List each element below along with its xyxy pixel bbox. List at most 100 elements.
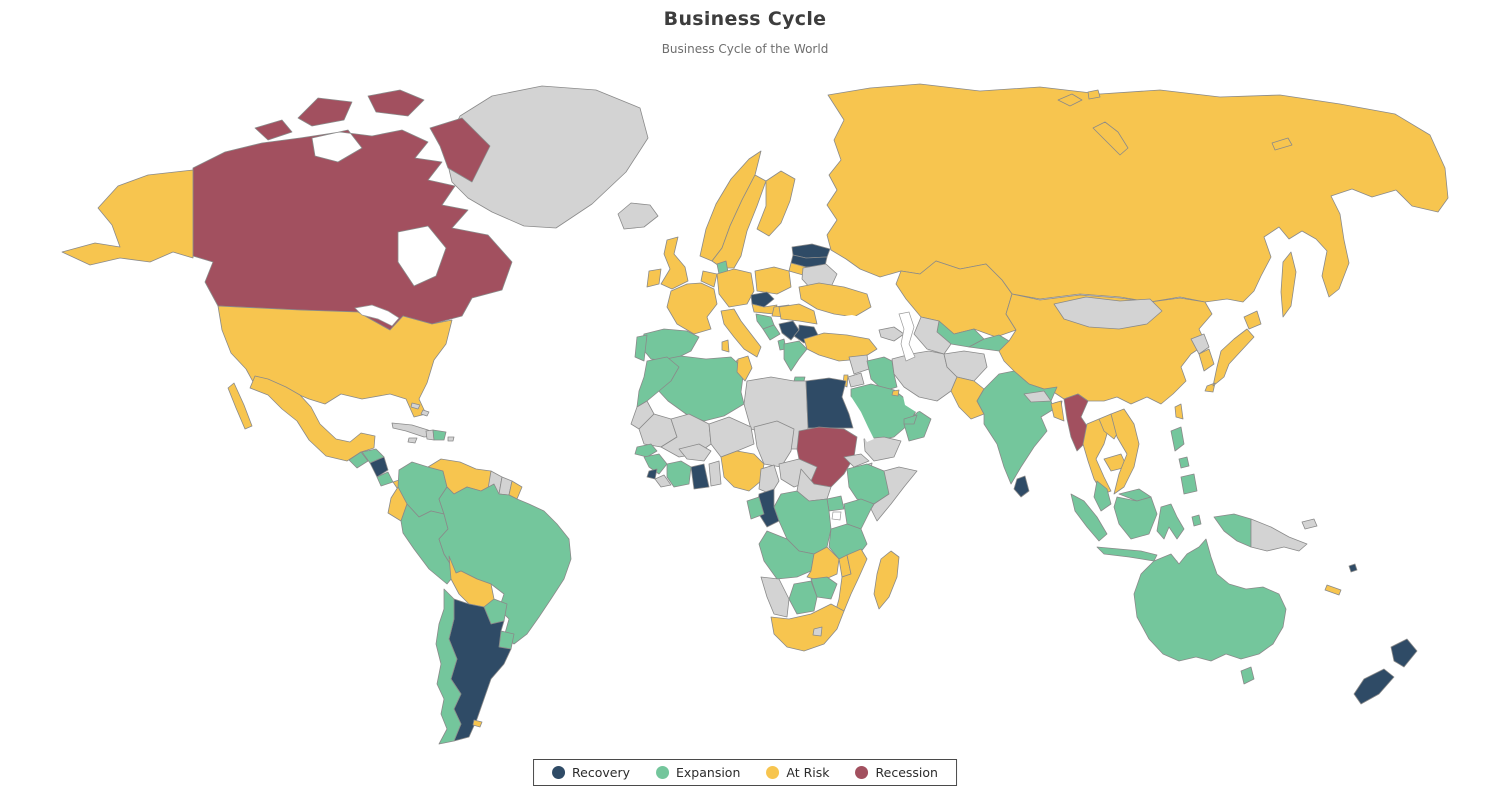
country-shape[interactable] — [498, 630, 515, 650]
country-shape[interactable] — [708, 460, 722, 487]
country-shape[interactable] — [783, 340, 808, 382]
legend-item-expansion[interactable]: Expansion — [656, 765, 740, 780]
country-shape[interactable] — [848, 354, 870, 375]
country-shape[interactable] — [369, 456, 389, 478]
country-shape[interactable] — [387, 486, 408, 522]
country-shape[interactable] — [1198, 348, 1215, 372]
country-shape[interactable] — [770, 603, 845, 652]
country-shape[interactable] — [646, 468, 658, 480]
country-shape[interactable] — [634, 334, 648, 362]
red-sea — [843, 390, 874, 442]
country-shape[interactable] — [847, 372, 865, 388]
country-shape[interactable] — [913, 316, 952, 355]
country-shape[interactable] — [61, 169, 194, 266]
legend-label: At Risk — [786, 765, 830, 780]
country-shape[interactable] — [826, 495, 845, 512]
country-shape[interactable] — [1057, 89, 1101, 107]
country-shape[interactable] — [435, 588, 462, 745]
great-lakes — [354, 304, 400, 327]
country-shape[interactable] — [1023, 390, 1052, 403]
country-shape[interactable] — [640, 328, 700, 362]
country-shape[interactable] — [903, 414, 918, 425]
country-shape[interactable] — [943, 350, 988, 382]
country-shape[interactable] — [1271, 137, 1293, 151]
country-shape[interactable] — [407, 437, 418, 444]
country-shape[interactable] — [998, 293, 1213, 405]
country-shape[interactable] — [1053, 296, 1163, 330]
country-shape[interactable] — [788, 580, 818, 615]
country-shape[interactable] — [1013, 475, 1030, 498]
country-shape[interactable] — [753, 420, 795, 468]
country-shape[interactable] — [806, 546, 840, 582]
legend-label: Recovery — [572, 765, 631, 780]
country-shape[interactable] — [666, 460, 692, 488]
country-shape[interactable] — [1174, 403, 1184, 420]
country-shape[interactable] — [758, 464, 780, 495]
country-shape[interactable] — [708, 416, 755, 458]
country-shape[interactable] — [634, 443, 658, 458]
country-shape[interactable] — [348, 451, 369, 469]
country-shape[interactable] — [873, 550, 900, 610]
country-shape[interactable] — [432, 429, 447, 441]
country-shape[interactable] — [870, 466, 918, 522]
country-shape[interactable] — [760, 576, 790, 618]
country-shape[interactable] — [617, 202, 659, 230]
country-shape[interactable] — [736, 355, 753, 382]
country-shape[interactable] — [1050, 400, 1065, 422]
country-shape[interactable] — [643, 453, 668, 475]
country-shape[interactable] — [750, 291, 775, 308]
legend-item-recovery[interactable]: Recovery — [552, 765, 630, 780]
country-shape[interactable] — [655, 355, 745, 422]
country-shape[interactable] — [798, 282, 872, 318]
country-shape[interactable] — [227, 375, 376, 462]
country-shape[interactable] — [878, 326, 905, 342]
legend-item-at-risk[interactable]: At Risk — [766, 765, 830, 780]
country-shape[interactable] — [711, 174, 767, 269]
country-shape[interactable] — [762, 324, 781, 341]
legend-item-recession[interactable]: Recession — [855, 765, 938, 780]
country-shape[interactable] — [660, 236, 689, 290]
country-shape[interactable] — [192, 89, 513, 331]
country-shape[interactable] — [1133, 538, 1287, 685]
country-shape[interactable] — [646, 268, 662, 288]
country-shape[interactable] — [1204, 310, 1262, 393]
country-shape[interactable] — [690, 463, 710, 490]
country-shape[interactable] — [1348, 563, 1358, 573]
country-shape[interactable] — [843, 453, 870, 468]
country-shape[interactable] — [410, 402, 430, 417]
country-shape[interactable] — [636, 356, 680, 408]
page-title: Business Cycle — [663, 8, 827, 30]
country-shape[interactable] — [812, 626, 823, 637]
country-shape[interactable] — [746, 496, 765, 520]
country-shape[interactable] — [1092, 121, 1129, 156]
country-shape[interactable] — [803, 332, 878, 362]
country-shape[interactable] — [447, 436, 455, 442]
country-shape[interactable] — [754, 266, 792, 295]
country-shape[interactable] — [720, 450, 765, 492]
country-shape[interactable] — [1324, 584, 1342, 596]
country-shape[interactable] — [1170, 426, 1198, 495]
country-shape[interactable] — [700, 270, 718, 288]
lake-victoria — [831, 511, 842, 521]
country-shape[interactable] — [716, 268, 755, 308]
country-shape[interactable] — [1250, 518, 1318, 552]
country-shape[interactable] — [1110, 408, 1140, 495]
country-shape[interactable] — [891, 389, 900, 397]
country-shape[interactable] — [443, 85, 649, 229]
country-shape[interactable] — [863, 436, 902, 462]
legend-label: Expansion — [676, 765, 741, 780]
country-shape[interactable] — [472, 719, 483, 728]
country-shape[interactable] — [654, 474, 672, 488]
country-shape[interactable] — [1280, 251, 1297, 318]
map-water-overlays — [354, 304, 928, 521]
country-shape[interactable] — [217, 305, 453, 420]
country-shape[interactable] — [866, 356, 898, 392]
country-shape[interactable] — [778, 303, 818, 325]
country-shape[interactable] — [1353, 638, 1418, 705]
country-shape[interactable] — [756, 170, 796, 237]
country-shape[interactable] — [758, 530, 815, 580]
country-shape[interactable] — [666, 282, 718, 335]
country-shape[interactable] — [826, 83, 1449, 303]
country-shape[interactable] — [678, 443, 712, 462]
country-shape[interactable] — [1190, 333, 1210, 355]
